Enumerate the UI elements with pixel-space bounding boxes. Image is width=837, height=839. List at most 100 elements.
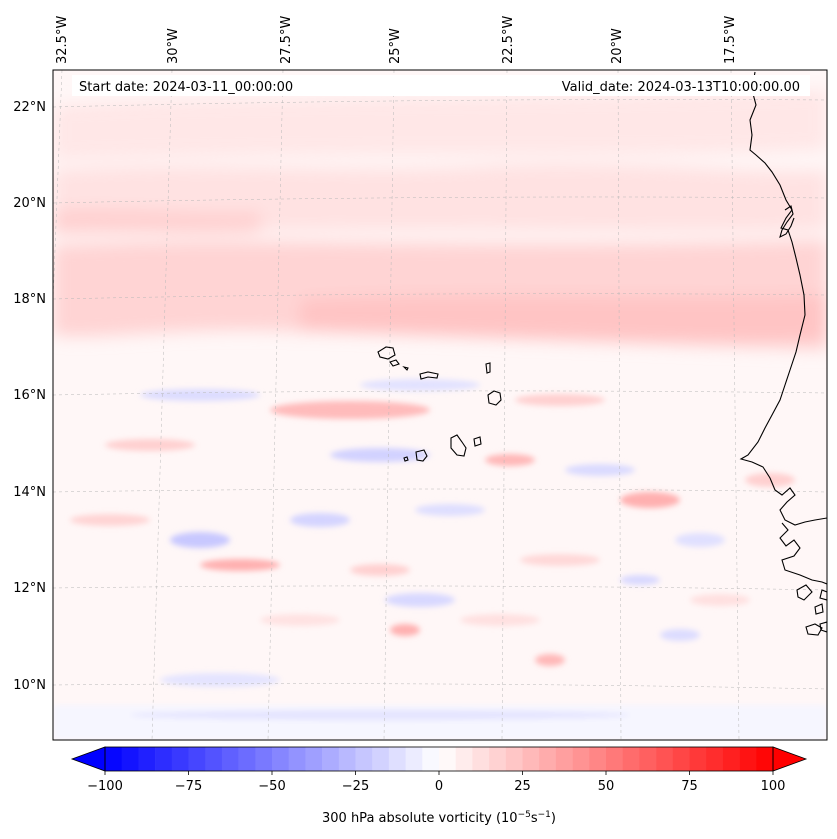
colorbar-cell bbox=[355, 747, 373, 771]
colorbar-cell bbox=[439, 747, 456, 771]
west-africa-coastline bbox=[739, 71, 827, 636]
colorbar-cell bbox=[722, 747, 740, 771]
colorbar-ticks: −100 −75 −50 −25 0 25 50 75 100 bbox=[87, 771, 785, 794]
colorbar-cells bbox=[105, 747, 774, 771]
colorbar-cell bbox=[639, 747, 657, 771]
colorbar-cell bbox=[422, 747, 440, 771]
colorbar: −100 −75 −50 −25 0 25 50 75 100 300 hPa absolute… bbox=[70, 746, 808, 826]
island-sao-nicolau bbox=[419, 371, 439, 380]
colorbar-cell bbox=[105, 747, 122, 771]
island-sal bbox=[485, 362, 491, 374]
latitude-gridline bbox=[53, 99, 827, 108]
lon-label: 25°W bbox=[388, 28, 403, 64]
colorbar-cell bbox=[171, 747, 189, 771]
colorbar-cell bbox=[138, 747, 156, 771]
island-fogo bbox=[415, 449, 428, 462]
colorbar-cell bbox=[489, 747, 507, 771]
longitude-labels: 32.5°W 30°W 27.5°W 25°W 22.5°W 20°W 17.5… bbox=[55, 16, 738, 64]
colorbar-cell bbox=[205, 747, 223, 771]
colorbar-cell bbox=[522, 747, 540, 771]
colorbar-cell bbox=[121, 747, 139, 771]
island-santiago bbox=[450, 434, 467, 457]
longitude-gridline bbox=[383, 70, 395, 740]
colorbar-cell bbox=[372, 747, 390, 771]
colorbar-cell bbox=[672, 747, 690, 771]
colorbar-tick-label: −25 bbox=[342, 779, 369, 794]
lat-label: 18°N bbox=[13, 292, 46, 307]
lat-label: 22°N bbox=[13, 100, 46, 115]
lon-label: 22.5°W bbox=[501, 16, 516, 64]
vorticity-field-north bbox=[53, 90, 827, 350]
longitude-gridline bbox=[501, 70, 508, 740]
island-boa-vista bbox=[487, 390, 502, 406]
colorbar-cell bbox=[255, 747, 273, 771]
colorbar-cell bbox=[338, 747, 356, 771]
colorbar-cell bbox=[455, 747, 473, 771]
map-frame bbox=[52, 69, 828, 741]
colorbar-extend-low bbox=[70, 746, 106, 772]
longitude-gridline bbox=[617, 70, 622, 740]
lon-label: 20°W bbox=[610, 28, 625, 64]
date-header: Start date: 2024-03-11_00:00:00 Valid_da… bbox=[72, 75, 810, 96]
colorbar-cell bbox=[322, 747, 340, 771]
colorbar-cell bbox=[739, 747, 757, 771]
latitude-gridline bbox=[53, 390, 827, 396]
lon-label: 17.5°W bbox=[723, 16, 738, 64]
colorbar-cell bbox=[188, 747, 206, 771]
colorbar-cell bbox=[589, 747, 607, 771]
valid-date-label: Valid_date: 2024-03-13T10:00:00.00 bbox=[562, 80, 800, 95]
island-santa-luzia bbox=[402, 365, 409, 371]
colorbar-cell bbox=[288, 747, 306, 771]
colorbar-tick-label: −100 bbox=[87, 779, 123, 794]
colorbar-cell bbox=[305, 747, 323, 771]
lat-label: 16°N bbox=[13, 388, 46, 403]
lat-label: 10°N bbox=[13, 678, 46, 693]
island-sao-vicente bbox=[389, 359, 400, 367]
vorticity-field-south bbox=[53, 379, 827, 740]
colorbar-cell bbox=[656, 747, 674, 771]
longitude-gridline bbox=[267, 70, 284, 740]
island-santo-antao bbox=[377, 346, 396, 360]
start-date-label: Start date: 2024-03-11_00:00:00 bbox=[79, 80, 293, 95]
colorbar-cell bbox=[756, 747, 774, 771]
colorbar-tick-label: −50 bbox=[258, 779, 285, 794]
lat-label: 20°N bbox=[13, 196, 46, 211]
colorbar-cell bbox=[622, 747, 640, 771]
colorbar-cell bbox=[221, 747, 239, 771]
latitude-gridline bbox=[53, 585, 827, 591]
latitude-gridline bbox=[53, 196, 827, 204]
colorbar-cell bbox=[155, 747, 173, 771]
colorbar-cell bbox=[689, 747, 707, 771]
island-brava bbox=[403, 456, 409, 462]
colorbar-cell bbox=[555, 747, 573, 771]
colorbar-cell bbox=[505, 747, 523, 771]
lon-label: 27.5°W bbox=[279, 16, 294, 64]
colorbar-tick-label: 100 bbox=[761, 779, 786, 794]
colorbar-tick-label: 75 bbox=[681, 779, 698, 794]
colorbar-cell bbox=[238, 747, 256, 771]
latitude-gridline bbox=[53, 488, 827, 493]
colorbar-tick-label: 0 bbox=[435, 779, 443, 794]
colorbar-cell bbox=[606, 747, 623, 771]
cape-verde-islands bbox=[377, 346, 502, 462]
latitude-labels: 22°N 20°N 18°N 16°N 14°N 12°N 10°N bbox=[13, 100, 46, 693]
colorbar-cell bbox=[706, 747, 724, 771]
colorbar-tick-label: 25 bbox=[514, 779, 531, 794]
colorbar-tick-label: −75 bbox=[175, 779, 202, 794]
colorbar-tick-label: 50 bbox=[598, 779, 615, 794]
colorbar-cell bbox=[388, 747, 406, 771]
colorbar-cell bbox=[539, 747, 557, 771]
latitude-gridline bbox=[53, 683, 827, 690]
longitude-gridline bbox=[730, 70, 740, 740]
colorbar-label: 300 hPa absolute vorticity (10−5s−1) bbox=[322, 810, 556, 826]
colorbar-extend-high bbox=[772, 746, 808, 772]
island-maio bbox=[473, 436, 482, 447]
colorbar-cell bbox=[272, 747, 289, 771]
lon-label: 30°W bbox=[166, 28, 181, 64]
colorbar-cell bbox=[405, 747, 423, 771]
map-panel bbox=[53, 70, 827, 740]
lat-label: 12°N bbox=[13, 581, 46, 596]
gridlines bbox=[53, 70, 827, 740]
lat-label: 14°N bbox=[13, 485, 46, 500]
